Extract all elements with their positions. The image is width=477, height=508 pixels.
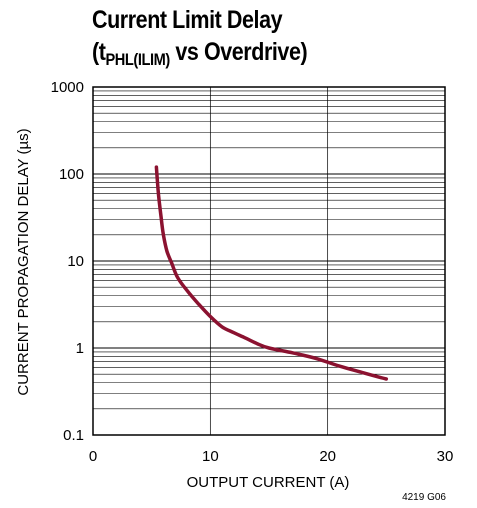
- y-tick-label: 0.1: [63, 427, 84, 444]
- x-tick-label: 20: [319, 448, 336, 465]
- x-tick-labels: 0 10 20 30: [89, 448, 454, 465]
- y-tick-label: 100: [59, 166, 84, 183]
- chart-title-line2: (tPHL(ILIM) vs Overdrive): [92, 38, 308, 70]
- plot-frame: [92, 86, 446, 436]
- y-axis-label: CURRENT PROPAGATION DELAY (µs): [15, 128, 32, 395]
- title-subscript: PHL(ILIM): [105, 50, 170, 69]
- y-tick-label: 1: [76, 340, 84, 357]
- figure-note: 4219 G06: [402, 492, 446, 503]
- x-tick-label: 10: [202, 448, 219, 465]
- x-tick-label: 30: [437, 448, 454, 465]
- chart-title-line1: Current Limit Delay: [92, 6, 283, 34]
- grid-lines: [93, 87, 445, 435]
- x-axis-label: OUTPUT CURRENT (A): [187, 474, 350, 491]
- y-tick-label: 1000: [51, 79, 84, 96]
- title-suffix: vs Overdrive): [169, 38, 308, 66]
- y-tick-labels: 0.1 1 10 100 1000: [51, 79, 84, 444]
- title-prefix: (t: [92, 38, 106, 66]
- y-tick-label: 10: [67, 253, 84, 270]
- x-tick-label: 0: [89, 448, 97, 465]
- data-series-line: [154, 165, 389, 381]
